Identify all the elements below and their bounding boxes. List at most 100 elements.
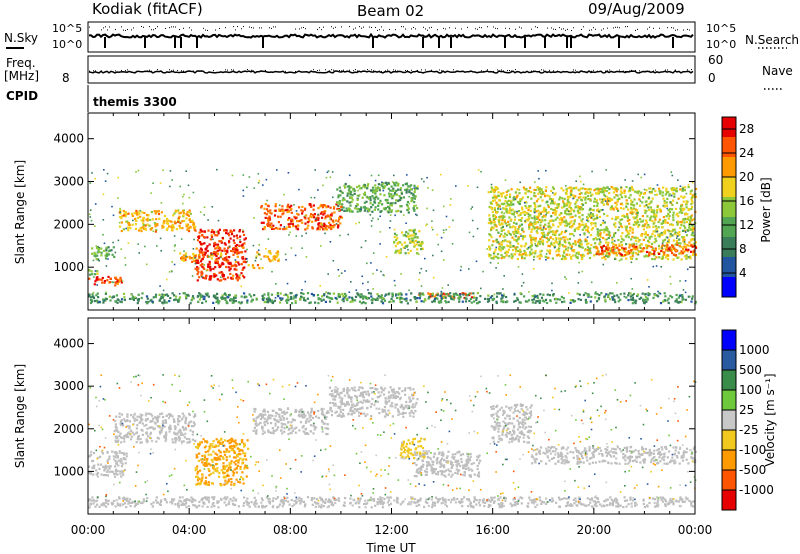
range-cell bbox=[623, 247, 626, 250]
range-cell bbox=[565, 192, 568, 195]
range-cell bbox=[217, 232, 220, 235]
range-cell bbox=[512, 221, 516, 224]
range-cell bbox=[152, 230, 155, 233]
range-cell bbox=[228, 240, 231, 243]
range-cell bbox=[643, 205, 646, 208]
range-cell bbox=[342, 206, 345, 209]
range-cell bbox=[241, 256, 244, 259]
range-cell bbox=[169, 426, 172, 429]
range-cell bbox=[506, 240, 509, 243]
range-cell bbox=[655, 229, 658, 232]
range-cell bbox=[295, 210, 298, 212]
range-cell bbox=[546, 234, 549, 237]
range-cell bbox=[132, 416, 135, 419]
range-cell bbox=[267, 210, 270, 213]
range-cell bbox=[619, 207, 623, 210]
range-cell bbox=[423, 298, 427, 301]
range-cell bbox=[553, 201, 556, 204]
range-cell bbox=[123, 468, 126, 472]
range-cell bbox=[553, 193, 556, 196]
range-cell bbox=[239, 274, 241, 276]
range-cell bbox=[436, 294, 439, 297]
range-cell bbox=[256, 251, 259, 254]
range-cell bbox=[406, 174, 408, 176]
range-cell bbox=[217, 300, 220, 304]
range-cell bbox=[609, 200, 612, 203]
range-cell bbox=[641, 201, 644, 204]
range-cell bbox=[270, 226, 273, 229]
range-cell bbox=[405, 231, 408, 234]
range-cell bbox=[657, 220, 660, 224]
range-cell bbox=[604, 300, 607, 303]
range-cell bbox=[514, 246, 517, 249]
range-cell bbox=[90, 450, 93, 453]
range-cell bbox=[650, 245, 653, 248]
range-cell bbox=[221, 249, 224, 252]
range-cell bbox=[489, 220, 492, 223]
range-cell bbox=[372, 288, 374, 290]
range-cell bbox=[676, 243, 679, 246]
range-cell bbox=[376, 189, 379, 192]
range-cell bbox=[584, 201, 587, 204]
range-cell bbox=[663, 253, 666, 256]
range-cell bbox=[105, 474, 108, 477]
range-cell bbox=[162, 289, 165, 292]
range-cell bbox=[492, 297, 496, 300]
range-cell bbox=[431, 300, 434, 303]
range-cell bbox=[286, 206, 289, 209]
range-cell bbox=[120, 229, 123, 233]
range-cell bbox=[648, 237, 651, 240]
range-cell bbox=[196, 266, 199, 269]
range-cell bbox=[140, 230, 143, 233]
range-cell bbox=[357, 293, 360, 296]
range-cell bbox=[164, 438, 168, 441]
range-cell bbox=[598, 215, 602, 218]
range-cell bbox=[134, 217, 137, 220]
colorbar-tick-label: 28 bbox=[739, 122, 754, 136]
range-cell bbox=[385, 183, 388, 186]
range-cell bbox=[464, 292, 467, 295]
range-cell bbox=[294, 254, 297, 257]
range-cell bbox=[194, 267, 197, 270]
range-cell bbox=[342, 197, 345, 200]
range-cell bbox=[357, 189, 359, 192]
range-cell bbox=[408, 289, 410, 292]
range-cell bbox=[379, 296, 382, 299]
range-cell bbox=[355, 289, 358, 291]
range-cell bbox=[113, 472, 116, 476]
range-cell bbox=[620, 253, 623, 256]
range-cell bbox=[673, 193, 676, 196]
range-cell bbox=[149, 420, 152, 423]
range-cell bbox=[154, 422, 157, 425]
range-cell bbox=[569, 186, 572, 189]
range-cell bbox=[194, 414, 197, 418]
range-cell bbox=[353, 299, 357, 302]
range-cell bbox=[184, 426, 187, 430]
range-cell bbox=[373, 298, 376, 301]
nave-dot bbox=[213, 70, 214, 72]
range-cell bbox=[374, 298, 378, 301]
nsearch-dot bbox=[121, 26, 122, 28]
range-cell bbox=[579, 245, 582, 249]
range-cell bbox=[121, 462, 124, 465]
range-cell bbox=[638, 250, 641, 253]
range-cell bbox=[145, 431, 148, 434]
range-cell bbox=[102, 233, 104, 236]
range-cell bbox=[577, 240, 580, 244]
range-cell bbox=[445, 292, 448, 295]
range-cell bbox=[187, 230, 191, 233]
range-cell bbox=[427, 297, 430, 300]
range-cell bbox=[198, 255, 201, 258]
range-cell bbox=[203, 253, 206, 256]
range-cell bbox=[534, 203, 537, 206]
range-cell bbox=[201, 230, 204, 233]
range-cell bbox=[468, 268, 470, 270]
range-cell bbox=[444, 299, 447, 303]
range-cell bbox=[630, 248, 633, 252]
nave-dot bbox=[387, 69, 388, 71]
range-cell bbox=[171, 226, 174, 230]
range-cell bbox=[588, 232, 590, 234]
range-cell bbox=[395, 189, 398, 192]
range-cell bbox=[625, 243, 628, 246]
range-cell bbox=[539, 221, 542, 224]
